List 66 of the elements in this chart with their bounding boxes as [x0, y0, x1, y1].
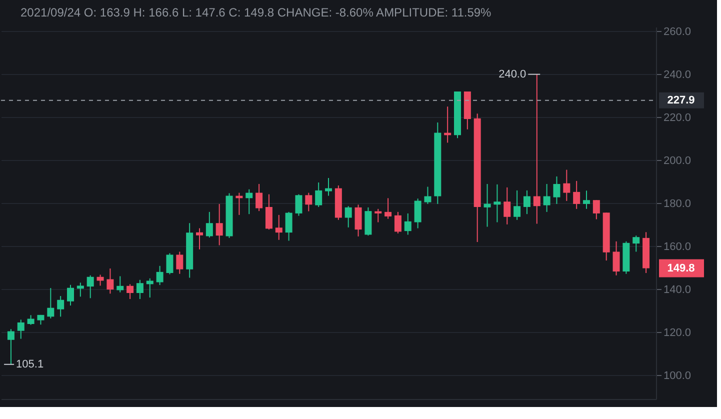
- candlestick: [384, 198, 392, 220]
- candlestick: [504, 186, 511, 225]
- ref-line-label: 227.9: [667, 94, 695, 106]
- y-tick-label: 240.0: [664, 68, 692, 81]
- annotation: 240.0: [498, 68, 526, 80]
- y-tick-label: 180.0: [664, 198, 692, 210]
- candlestick: [116, 276, 124, 293]
- candlestick: [543, 183, 550, 212]
- candlestick: [295, 194, 302, 216]
- candlestick: [166, 252, 174, 275]
- candlestick: [394, 211, 402, 234]
- candlestick: [7, 328, 14, 365]
- y-tick-label: 140.0: [664, 284, 692, 296]
- candlestick: [285, 211, 292, 242]
- candlestick: [76, 282, 84, 298]
- candlestick: [246, 188, 253, 215]
- candlestick: [176, 251, 184, 274]
- candlestick: [573, 180, 580, 210]
- candlestick: [146, 278, 154, 298]
- candlestick: [315, 182, 322, 208]
- candlestick: [126, 284, 134, 300]
- candlestick: [414, 198, 422, 229]
- candlestick: [404, 212, 412, 236]
- y-tick-label: 220.0: [664, 112, 692, 124]
- candlestick: [553, 176, 560, 204]
- candlestick: [106, 268, 114, 294]
- candlestick: [583, 190, 590, 210]
- candlestick: [156, 265, 164, 286]
- candlestick: [523, 190, 530, 215]
- candlestick: [265, 194, 272, 230]
- chart-title: 2021/09/24 O: 163.9 H: 166.6 L: 147.6 C: 149.8 CHANGE: -8.60% AMPLITUDE: 11.59%: [20, 5, 492, 20]
- candlestick: [344, 206, 352, 228]
- candlestick: [612, 240, 620, 276]
- candlestick: [305, 192, 312, 212]
- candlestick: [67, 284, 74, 306]
- candlestick: [374, 208, 382, 223]
- candlestick: [632, 235, 640, 252]
- candlestick: [256, 183, 263, 212]
- candlestick: [206, 211, 213, 238]
- y-tick-label: 100.0: [664, 370, 692, 382]
- candlestick: [275, 214, 282, 240]
- candlestick: [424, 186, 432, 204]
- y-tick-label: 260.0: [664, 26, 692, 38]
- y-tick-label: 160.0: [664, 240, 692, 253]
- candlestick: [364, 206, 372, 236]
- candlestick: [484, 183, 491, 228]
- candlestick: [17, 319, 24, 340]
- candlestick: [325, 177, 332, 196]
- candlestick: [354, 204, 362, 237]
- candlestick: [494, 184, 501, 223]
- candlestick: [514, 190, 521, 220]
- text: 149.8: [667, 262, 695, 274]
- candlestick: [136, 279, 144, 300]
- candlestick: [47, 288, 54, 319]
- y-tick-label: 200.0: [664, 154, 692, 167]
- candlestick: [563, 169, 570, 202]
- candlestick: [533, 74, 540, 224]
- annotation: 105.1: [16, 358, 44, 370]
- candlestick: [216, 203, 223, 246]
- candlestick: [592, 200, 600, 220]
- candlestick: [86, 274, 94, 299]
- candlestick: [27, 314, 34, 326]
- y-tick-label: 120.0: [664, 326, 692, 339]
- candlestick: [196, 228, 203, 250]
- candlestick: [57, 296, 64, 318]
- candlestick: [96, 274, 104, 286]
